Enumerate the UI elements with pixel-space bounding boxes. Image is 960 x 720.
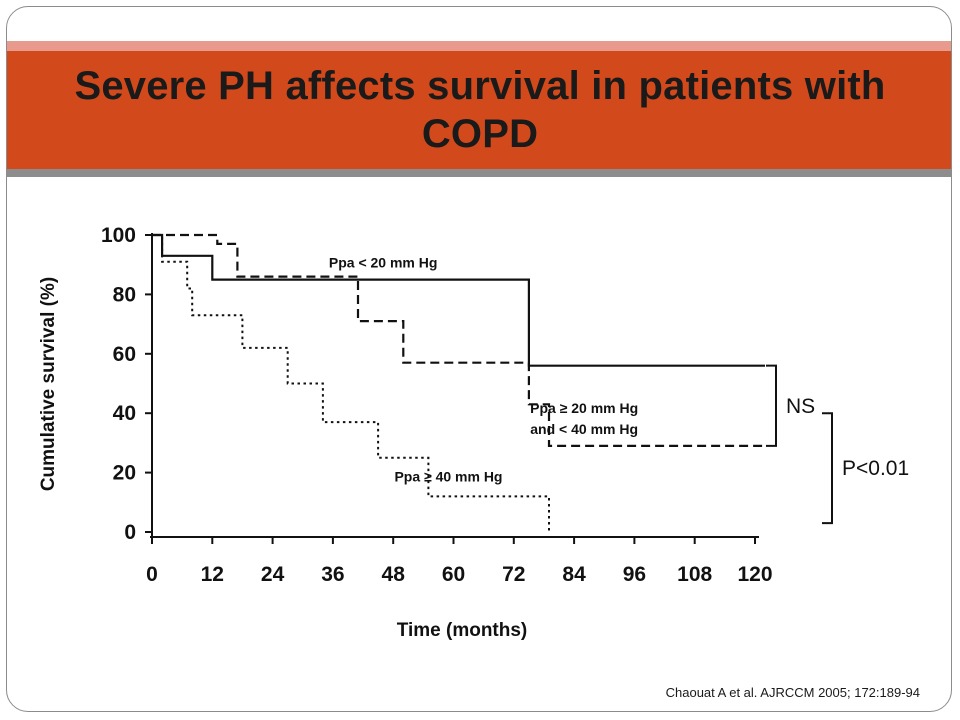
bracket-line bbox=[822, 412, 833, 525]
chart-annotations: Ppa < 20 mm Hg Ppa ≥ 20 mm Hg and < 40 mm … bbox=[329, 255, 909, 525]
bracket-line bbox=[766, 364, 777, 447]
series-annotation: and < 40 mm Hg bbox=[530, 421, 638, 437]
y-tick-label: 80 bbox=[113, 283, 136, 306]
series-annotation: Ppa ≥ 20 mm Hg bbox=[530, 400, 638, 416]
title-band-highlight bbox=[7, 41, 951, 51]
x-tick-label: 0 bbox=[146, 563, 158, 586]
series-line-ppa-under-20 bbox=[152, 233, 765, 367]
series-line-ppa-20-to-40 bbox=[152, 233, 765, 447]
x-tick-label: 72 bbox=[502, 563, 525, 586]
y-tick-label: 100 bbox=[101, 224, 136, 247]
chart-axes: 0 20 40 60 80 100 0 12 24 36 48 60 72 84 96 108 120 bbox=[101, 224, 773, 586]
slide-frame: Severe PH affects survival in patients w… bbox=[6, 6, 952, 712]
x-tick-label: 60 bbox=[442, 563, 465, 586]
x-tick-label: 24 bbox=[261, 563, 285, 586]
y-tick-label: 20 bbox=[113, 462, 136, 485]
bracket-label: NS bbox=[786, 395, 815, 418]
x-tick-label: 84 bbox=[562, 563, 586, 586]
chart-series bbox=[152, 233, 765, 532]
x-axis-title: Time (months) bbox=[397, 620, 528, 641]
x-tick-label: 108 bbox=[677, 563, 712, 586]
y-tick-label: 0 bbox=[124, 521, 136, 544]
citation: Chaouat A et al. AJRCCM 2005; 172:189-94 bbox=[665, 685, 920, 700]
slide-title: Severe PH affects survival in patients w… bbox=[74, 64, 886, 156]
y-tick-label: 60 bbox=[113, 343, 136, 366]
bracket-label: P<0.01 bbox=[842, 457, 909, 480]
x-tick-label: 96 bbox=[623, 563, 646, 586]
title-band-shadow bbox=[7, 169, 951, 177]
bracket-p-value: P<0.01 bbox=[822, 412, 909, 525]
y-axis-title: Cumulative survival (%) bbox=[38, 277, 59, 491]
series-annotation: Ppa < 20 mm Hg bbox=[329, 255, 438, 271]
series-annotation: Ppa ≥ 40 mm Hg bbox=[394, 469, 502, 485]
x-tick-label: 12 bbox=[201, 563, 224, 586]
x-tick-label: 120 bbox=[737, 563, 772, 586]
series-line-ppa-over-40 bbox=[152, 234, 550, 532]
x-tick-label: 48 bbox=[382, 563, 406, 586]
title-band: Severe PH affects survival in patients w… bbox=[7, 51, 951, 169]
x-tick-label: 36 bbox=[321, 563, 344, 586]
y-tick-label: 40 bbox=[113, 402, 136, 425]
bracket-ns: NS bbox=[766, 364, 815, 447]
